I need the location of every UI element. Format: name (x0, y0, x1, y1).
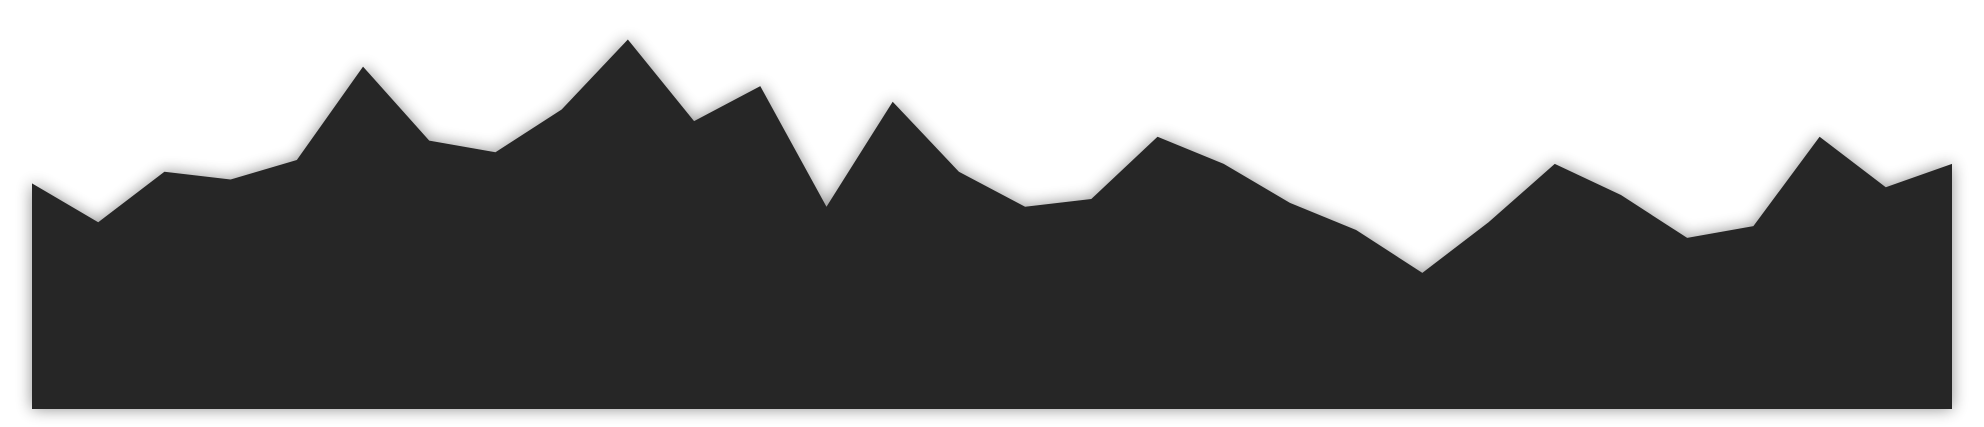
plot-area (32, 39, 1952, 409)
area-series (32, 39, 1952, 409)
